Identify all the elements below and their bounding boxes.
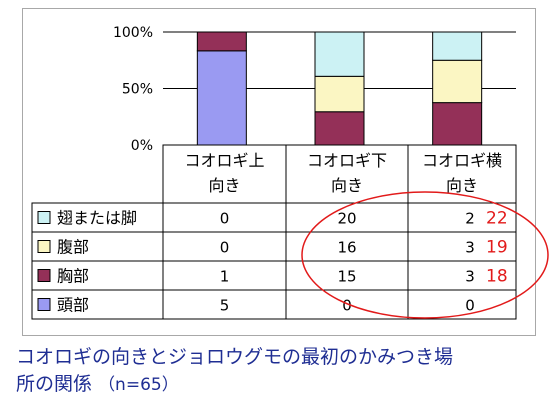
highlight-ellipse bbox=[301, 191, 549, 319]
bar-segment bbox=[432, 102, 483, 146]
table-cell-value: 0 bbox=[220, 239, 230, 257]
legend-swatch bbox=[37, 240, 51, 253]
table-cell-value: 0 bbox=[220, 210, 230, 228]
annotation-total: 19 bbox=[486, 238, 508, 258]
table-cell-value: 16 bbox=[337, 239, 356, 257]
table-cell-value: 0 bbox=[342, 297, 352, 315]
table-cell-value: 2 bbox=[465, 210, 475, 228]
bar-segment bbox=[432, 31, 483, 61]
category-label: コオロギ上 bbox=[184, 151, 264, 170]
legend-swatch bbox=[37, 298, 51, 311]
table-cell-value: 20 bbox=[337, 210, 356, 228]
bar-segment bbox=[314, 31, 365, 77]
legend-swatch bbox=[37, 211, 51, 224]
category-label: 向き bbox=[208, 176, 240, 195]
caption-line-1: コオロギの向きとジョロウグモの最初のかみつき場 bbox=[16, 346, 454, 368]
category-label: 向き bbox=[331, 176, 363, 195]
category-label: コオロギ横 bbox=[422, 151, 502, 170]
legend-label: 翅または脚 bbox=[57, 209, 137, 228]
table-cell-value: 15 bbox=[337, 268, 356, 286]
y-tick-label: 50% bbox=[122, 82, 153, 98]
annotation-total: 22 bbox=[486, 209, 508, 229]
table-cell-value: 5 bbox=[220, 297, 230, 315]
y-tick-label: 0% bbox=[131, 138, 153, 154]
caption-sample-size: （n=65） bbox=[98, 375, 179, 395]
category-label: 向き bbox=[446, 176, 478, 195]
bar-segment bbox=[314, 75, 365, 113]
legend-label: 腹部 bbox=[57, 238, 89, 257]
bar-segment bbox=[196, 50, 247, 146]
chart-caption: コオロギの向きとジョロウグモの最初のかみつき場 所の関係 （n=65） bbox=[16, 344, 546, 399]
annotation-total: 18 bbox=[486, 267, 508, 287]
bar-segment bbox=[314, 111, 365, 146]
legend-swatch bbox=[37, 269, 51, 282]
legend-label: 胸部 bbox=[57, 267, 89, 286]
table-cell-value: 1 bbox=[220, 268, 230, 286]
bar-segment bbox=[432, 59, 483, 104]
table-cell-value: 3 bbox=[465, 239, 475, 257]
category-label: コオロギ下 bbox=[307, 151, 387, 170]
table-cell-value: 0 bbox=[465, 297, 475, 315]
legend-label: 頭部 bbox=[57, 296, 89, 315]
caption-line-2: 所の関係 bbox=[16, 373, 93, 395]
table-cell-value: 3 bbox=[465, 268, 475, 286]
bar-segment bbox=[196, 31, 247, 52]
y-tick-label: 100% bbox=[113, 25, 153, 41]
